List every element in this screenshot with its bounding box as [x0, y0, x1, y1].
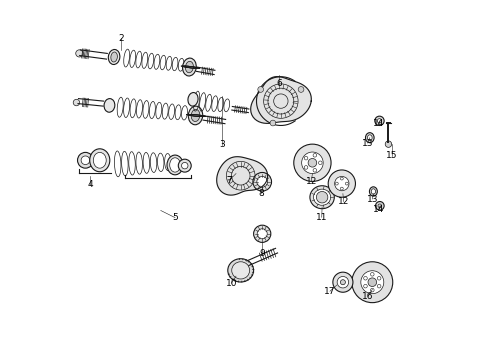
Circle shape: [377, 119, 382, 123]
Text: 13: 13: [362, 139, 373, 148]
Ellipse shape: [188, 93, 198, 106]
Circle shape: [375, 202, 384, 210]
Circle shape: [341, 280, 345, 285]
Ellipse shape: [183, 58, 196, 76]
Circle shape: [375, 116, 384, 126]
Circle shape: [317, 192, 328, 203]
Ellipse shape: [111, 52, 118, 62]
Circle shape: [81, 156, 90, 165]
Polygon shape: [251, 77, 311, 123]
Text: 3: 3: [219, 140, 224, 149]
Text: 15: 15: [386, 152, 398, 161]
Text: 11: 11: [316, 213, 327, 222]
Circle shape: [364, 276, 368, 280]
Text: 16: 16: [362, 292, 374, 301]
Text: 17: 17: [324, 287, 336, 296]
Ellipse shape: [167, 155, 183, 175]
Circle shape: [77, 152, 93, 168]
Circle shape: [341, 177, 343, 180]
Circle shape: [352, 262, 393, 303]
Circle shape: [345, 182, 348, 185]
Ellipse shape: [368, 135, 372, 140]
Circle shape: [302, 152, 323, 174]
Circle shape: [181, 162, 188, 169]
Circle shape: [377, 284, 381, 288]
Circle shape: [76, 50, 83, 57]
Circle shape: [385, 141, 392, 147]
Ellipse shape: [366, 133, 374, 143]
Ellipse shape: [104, 99, 115, 112]
Ellipse shape: [310, 186, 334, 209]
Circle shape: [341, 187, 343, 190]
Circle shape: [337, 276, 349, 288]
Circle shape: [318, 161, 322, 165]
Text: 13: 13: [367, 194, 378, 203]
Text: 6: 6: [276, 80, 282, 89]
Circle shape: [335, 182, 338, 185]
Circle shape: [377, 276, 381, 280]
Ellipse shape: [228, 259, 254, 282]
Ellipse shape: [371, 189, 375, 194]
Circle shape: [370, 273, 374, 276]
Circle shape: [364, 284, 368, 288]
Text: 12: 12: [338, 197, 349, 206]
Circle shape: [178, 159, 191, 172]
Ellipse shape: [191, 109, 200, 122]
Ellipse shape: [170, 158, 180, 172]
Text: 9: 9: [259, 249, 265, 258]
Ellipse shape: [369, 187, 377, 196]
Circle shape: [335, 176, 349, 191]
Circle shape: [257, 176, 268, 187]
Circle shape: [378, 204, 382, 208]
Circle shape: [294, 144, 331, 181]
Circle shape: [257, 229, 267, 239]
Circle shape: [73, 99, 80, 106]
Ellipse shape: [232, 262, 250, 279]
Circle shape: [258, 87, 264, 92]
Circle shape: [304, 166, 308, 169]
Ellipse shape: [185, 61, 194, 73]
Circle shape: [368, 278, 377, 287]
Circle shape: [313, 153, 317, 157]
Circle shape: [304, 156, 308, 160]
Text: 7: 7: [226, 176, 232, 185]
Circle shape: [254, 225, 271, 242]
Text: 5: 5: [172, 213, 178, 222]
Circle shape: [308, 158, 317, 167]
Text: 4: 4: [87, 180, 93, 189]
Circle shape: [270, 120, 276, 126]
Text: 14: 14: [373, 119, 385, 128]
Ellipse shape: [90, 149, 110, 172]
Circle shape: [298, 87, 304, 92]
Ellipse shape: [93, 152, 106, 168]
Circle shape: [328, 170, 355, 197]
Polygon shape: [217, 157, 268, 195]
Circle shape: [253, 172, 271, 191]
Text: 8: 8: [258, 189, 264, 198]
Circle shape: [370, 288, 374, 292]
Circle shape: [361, 271, 384, 294]
Text: 10: 10: [225, 279, 237, 288]
Text: 2: 2: [119, 34, 124, 43]
Text: 14: 14: [373, 205, 385, 214]
Text: 12: 12: [306, 176, 317, 185]
Ellipse shape: [314, 189, 331, 205]
Circle shape: [313, 168, 317, 172]
Ellipse shape: [188, 106, 203, 125]
Circle shape: [333, 272, 353, 292]
Ellipse shape: [108, 49, 120, 64]
